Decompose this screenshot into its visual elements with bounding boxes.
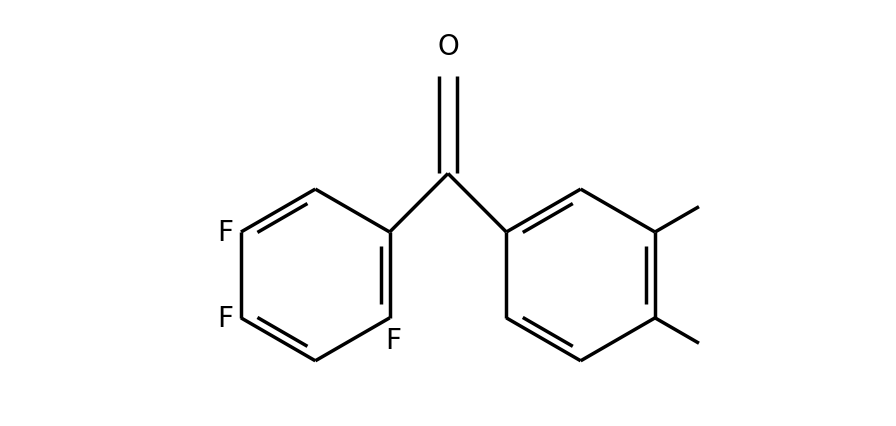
- Text: F: F: [217, 304, 233, 332]
- Text: F: F: [385, 326, 401, 354]
- Text: O: O: [437, 33, 459, 61]
- Text: F: F: [217, 219, 233, 246]
